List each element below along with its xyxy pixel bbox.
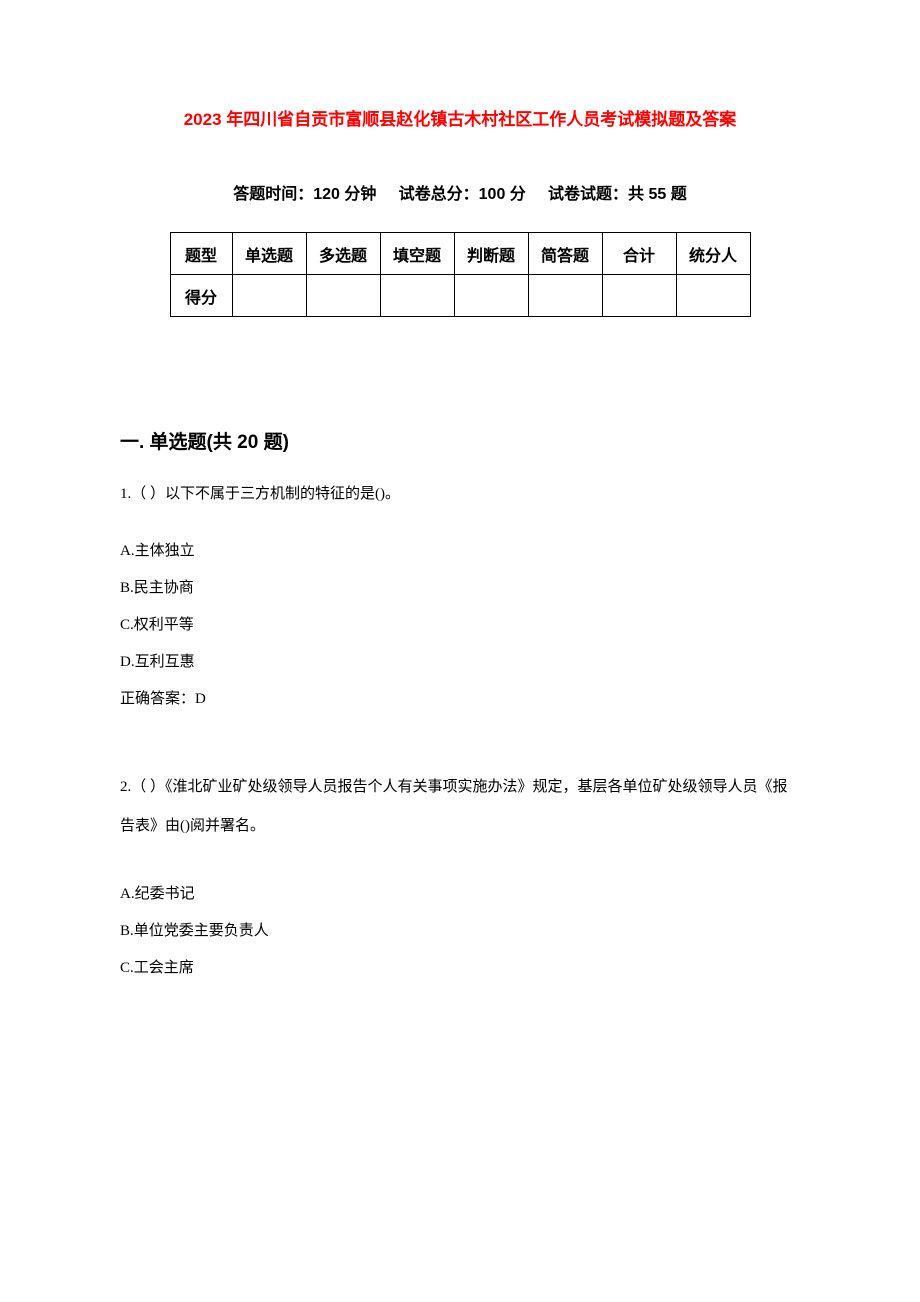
option-item: B.民主协商 — [120, 576, 800, 597]
option-label: D. — [120, 654, 135, 670]
option-item: A.纪委书记 — [120, 882, 800, 903]
option-item: B.单位党委主要负责人 — [120, 919, 800, 940]
table-empty-cell — [306, 275, 380, 317]
page-container: 2023 年四川省自贡市富顺县赵化镇古木村社区工作人员考试模拟题及答案 答题时间… — [0, 0, 920, 1077]
table-empty-cell — [380, 275, 454, 317]
table-header-cell: 简答题 — [528, 233, 602, 275]
option-item: C.工会主席 — [120, 956, 800, 977]
table-header-cell: 合计 — [602, 233, 676, 275]
answer-label: 正确答案： — [120, 691, 195, 707]
option-text: 纪委书记 — [135, 886, 195, 902]
option-text: 权利平等 — [134, 617, 194, 633]
table-header-cell: 题型 — [170, 233, 232, 275]
question-block: 1.（ ）以下不属于三方机制的特征的是()。 A.主体独立 B.民主协商 C.权… — [120, 482, 800, 708]
table-header-cell: 统分人 — [676, 233, 750, 275]
question-block: 2.（ ）《淮北矿业矿处级领导人员报告个人有关事项实施办法》规定，基层各单位矿处… — [120, 768, 800, 977]
table-empty-cell — [676, 275, 750, 317]
option-item: A.主体独立 — [120, 539, 800, 560]
option-item: D.互利互惠 — [120, 650, 800, 671]
exam-info-line: 答题时间：120 分钟 试卷总分：100 分 试卷试题：共 55 题 — [120, 180, 800, 204]
options-list: A.主体独立 B.民主协商 C.权利平等 D.互利互惠 — [120, 539, 800, 671]
exam-total: 试卷总分：100 分 — [399, 186, 526, 203]
option-label: A. — [120, 543, 135, 559]
option-item: C.权利平等 — [120, 613, 800, 634]
section-heading: 一. 单选题(共 20 题) — [120, 427, 800, 454]
question-prefix: （ ） — [131, 486, 165, 502]
question-text: 1.（ ）以下不属于三方机制的特征的是()。 — [120, 482, 800, 503]
option-text: 民主协商 — [134, 580, 194, 596]
option-label: C. — [120, 960, 134, 976]
table-empty-cell — [602, 275, 676, 317]
question-number: 2. — [120, 779, 131, 795]
option-text: 单位党委主要负责人 — [134, 923, 269, 939]
table-score-row: 得分 — [170, 275, 750, 317]
table-header-row: 题型 单选题 多选题 填空题 判断题 简答题 合计 统分人 — [170, 233, 750, 275]
table-row-label: 得分 — [170, 275, 232, 317]
option-text: 主体独立 — [135, 543, 195, 559]
option-label: C. — [120, 617, 134, 633]
option-text: 互利互惠 — [135, 654, 195, 670]
question-body: 《淮北矿业矿处级领导人员报告个人有关事项实施办法》规定，基层各单位矿处级领导人员… — [120, 779, 788, 834]
option-label: B. — [120, 580, 134, 596]
question-body: 以下不属于三方机制的特征的是()。 — [165, 486, 400, 502]
answer-value: D — [195, 691, 206, 707]
table-header-cell: 单选题 — [232, 233, 306, 275]
option-label: B. — [120, 923, 134, 939]
answer-line: 正确答案：D — [120, 687, 800, 708]
table-empty-cell — [528, 275, 602, 317]
exam-time: 答题时间：120 分钟 — [233, 186, 376, 203]
option-label: A. — [120, 886, 135, 902]
table-header-cell: 填空题 — [380, 233, 454, 275]
question-text: 2.（ ）《淮北矿业矿处级领导人员报告个人有关事项实施办法》规定，基层各单位矿处… — [120, 768, 800, 846]
exam-count: 试卷试题：共 55 题 — [548, 186, 687, 203]
table-empty-cell — [232, 275, 306, 317]
question-number: 1. — [120, 486, 131, 502]
table-header-cell: 多选题 — [306, 233, 380, 275]
score-table: 题型 单选题 多选题 填空题 判断题 简答题 合计 统分人 得分 — [170, 232, 751, 317]
document-title: 2023 年四川省自贡市富顺县赵化镇古木村社区工作人员考试模拟题及答案 — [120, 105, 800, 130]
options-list: A.纪委书记 B.单位党委主要负责人 C.工会主席 — [120, 882, 800, 977]
table-empty-cell — [454, 275, 528, 317]
table-header-cell: 判断题 — [454, 233, 528, 275]
question-prefix: （ ） — [131, 779, 165, 795]
option-text: 工会主席 — [134, 960, 194, 976]
